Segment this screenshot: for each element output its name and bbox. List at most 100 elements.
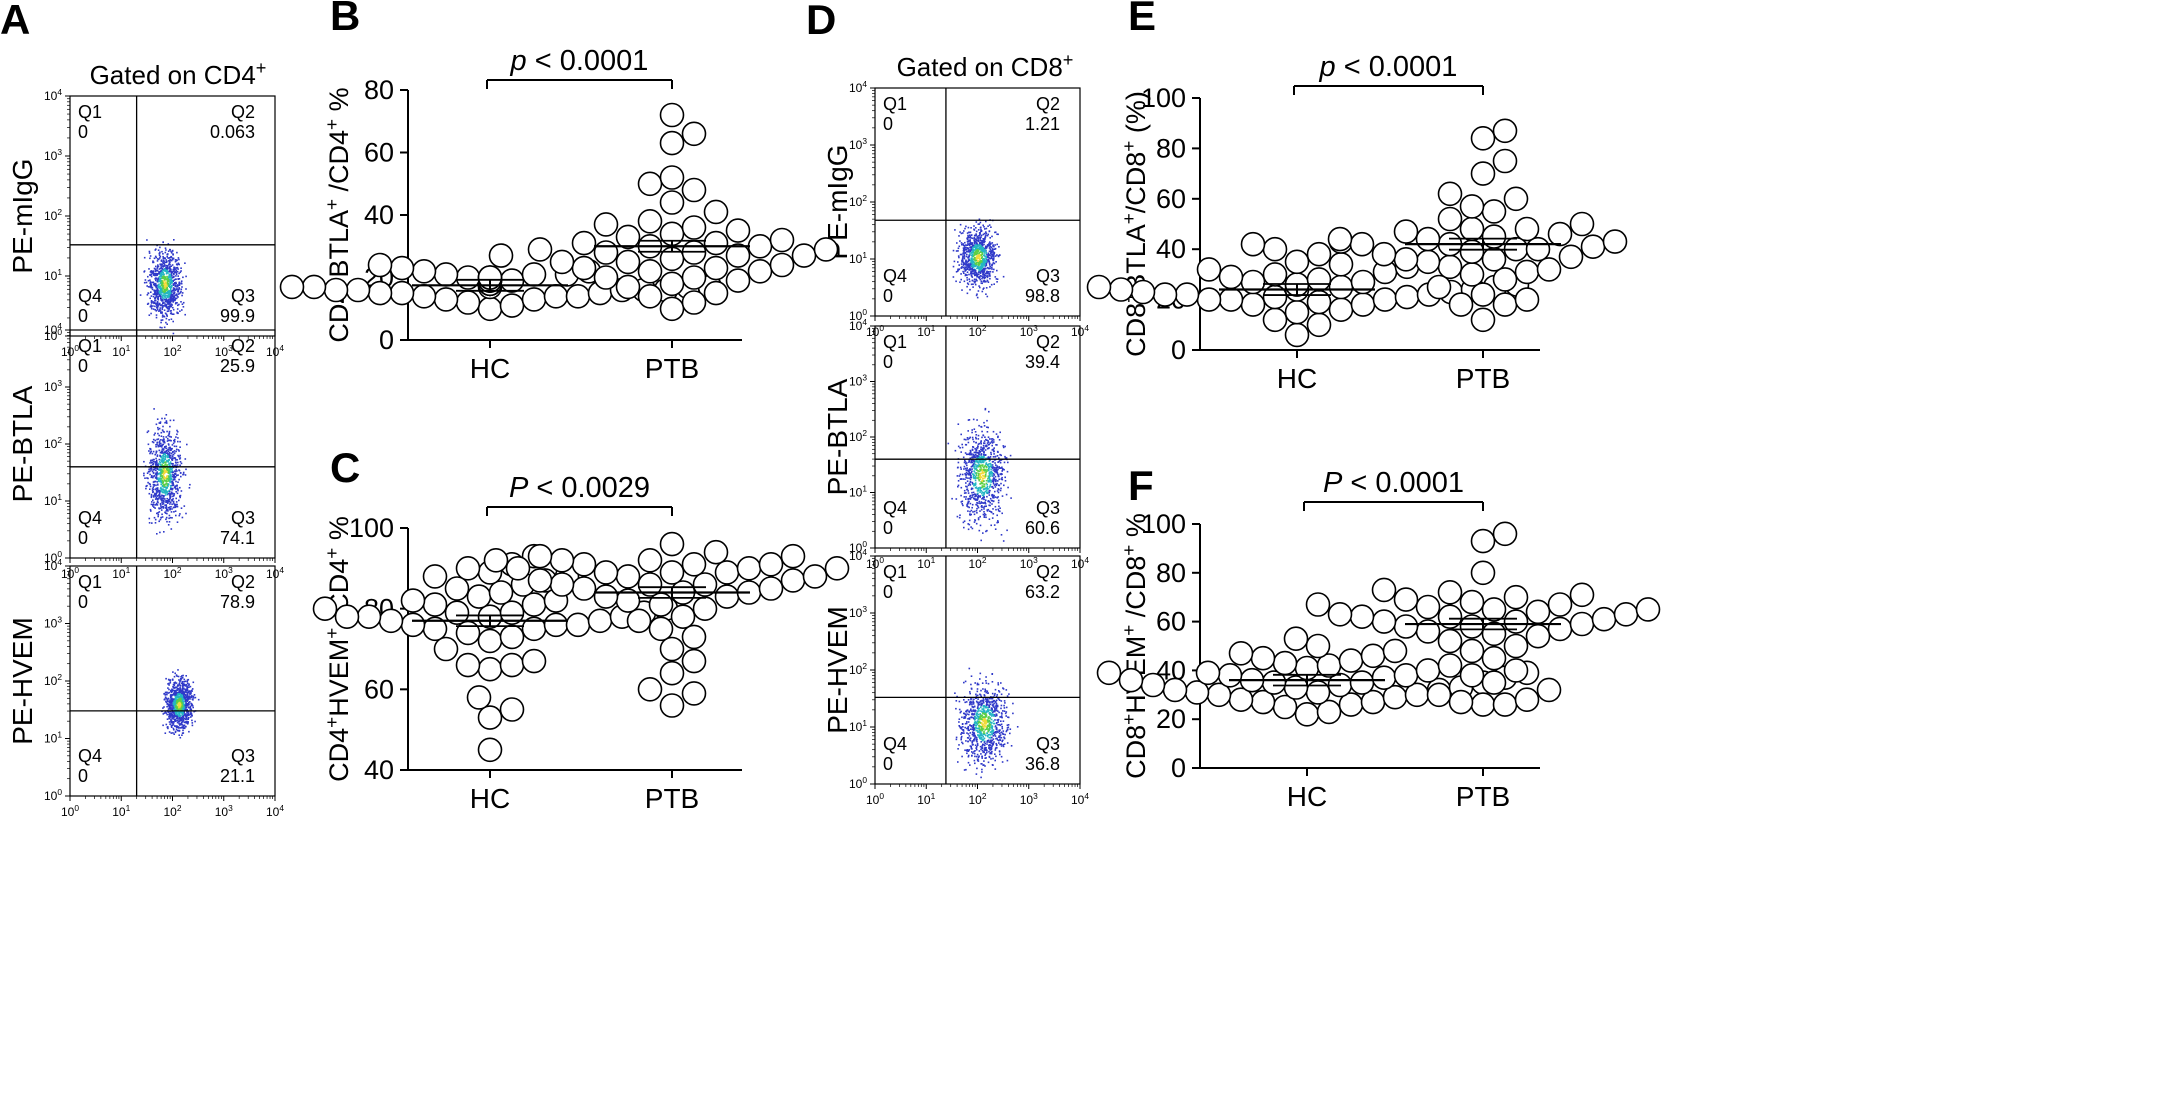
event-dot	[180, 699, 182, 701]
event-dot	[184, 680, 187, 683]
event-dot	[171, 714, 174, 717]
event-dot	[984, 255, 987, 258]
event-dot	[1007, 461, 1009, 464]
event-dot	[966, 253, 968, 256]
event-dot	[1001, 470, 1003, 472]
event-dot	[978, 244, 981, 247]
event-dot	[173, 503, 176, 505]
event-dot	[145, 487, 147, 490]
event-dot	[152, 499, 154, 501]
event-dot	[163, 476, 165, 479]
event-dot	[178, 683, 181, 686]
event-dot	[158, 520, 160, 523]
event-dot	[170, 511, 173, 513]
event-dot	[150, 287, 153, 289]
event-dot	[987, 465, 990, 468]
label-part: 10	[61, 345, 75, 359]
event-dot	[177, 454, 179, 457]
event-dot	[179, 706, 182, 709]
event-dot	[981, 244, 984, 247]
event-dot	[168, 259, 171, 262]
event-dot	[958, 516, 961, 519]
event-dot	[181, 303, 184, 305]
event-dot	[978, 478, 980, 481]
event-dot	[972, 265, 974, 268]
event-dot	[163, 458, 166, 460]
event-dot	[1004, 480, 1007, 482]
event-dot	[992, 500, 995, 502]
event-dot	[973, 239, 975, 241]
event-dot	[176, 431, 179, 433]
event-dot	[947, 442, 950, 445]
event-dot	[183, 701, 185, 703]
event-dot	[976, 447, 978, 449]
event-dot	[966, 232, 969, 234]
event-dot	[971, 255, 973, 257]
event-dot	[166, 264, 168, 267]
label-part: 10	[849, 486, 863, 500]
event-dot	[974, 268, 976, 271]
event-dot	[165, 249, 167, 251]
event-dot	[167, 291, 170, 294]
event-dot	[154, 488, 157, 491]
event-dot	[168, 463, 170, 466]
event-dot	[162, 290, 164, 293]
event-dot	[993, 245, 995, 248]
y-tick-label: 103	[44, 378, 62, 394]
event-dot	[160, 289, 162, 292]
event-dot	[181, 696, 183, 698]
event-dot	[956, 515, 959, 518]
event-dot	[144, 477, 146, 479]
event-dot	[175, 728, 178, 731]
event-dot	[160, 304, 162, 306]
event-dot	[184, 683, 186, 686]
event-dot	[168, 500, 171, 503]
event-dot	[163, 453, 165, 456]
event-dot	[180, 507, 183, 509]
event-dot	[164, 694, 167, 696]
event-dot	[164, 300, 167, 303]
event-dot	[1000, 478, 1003, 480]
event-dot	[976, 245, 979, 247]
event-dot	[999, 461, 1002, 464]
event-dot	[977, 443, 980, 445]
event-dot	[963, 496, 966, 498]
event-dot	[995, 471, 997, 474]
event-dot	[156, 498, 159, 501]
event-dot	[988, 490, 990, 492]
event-dot	[172, 692, 175, 694]
event-dot	[184, 700, 187, 703]
event-dot	[170, 279, 172, 282]
event-dot	[164, 303, 166, 305]
superscript: 3	[228, 565, 233, 575]
event-dot	[166, 478, 169, 480]
event-dot	[175, 725, 177, 728]
event-dot	[976, 237, 978, 239]
event-dot	[155, 295, 158, 298]
y-tick-label: 101	[849, 484, 867, 500]
event-dot	[171, 475, 174, 478]
event-dot	[181, 709, 184, 711]
event-dot	[161, 299, 163, 302]
event-dot	[164, 489, 167, 491]
event-dot	[152, 270, 155, 272]
event-dot	[980, 448, 982, 450]
quadrant-q3-label: Q3	[231, 746, 255, 766]
event-dot	[170, 466, 172, 469]
event-dot	[168, 275, 170, 277]
event-dot	[182, 471, 185, 474]
event-dot	[968, 263, 970, 265]
event-dot	[168, 430, 171, 433]
x-tick-label: 103	[215, 803, 233, 819]
event-dot	[165, 450, 168, 453]
event-dot	[167, 510, 169, 512]
event-dot	[176, 429, 178, 432]
event-dot	[153, 302, 155, 305]
event-dot	[1001, 466, 1003, 469]
event-dot	[178, 722, 180, 725]
event-dot	[174, 506, 177, 509]
event-dot	[977, 438, 980, 440]
event-dot	[173, 296, 176, 299]
event-dot	[975, 453, 977, 456]
event-dot	[158, 493, 161, 496]
